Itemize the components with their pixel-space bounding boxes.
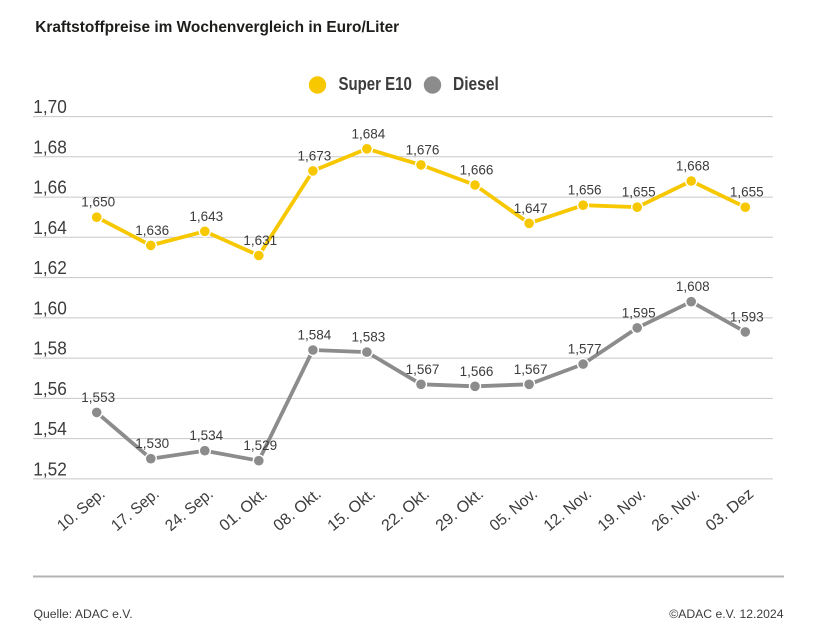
svg-text:1,583: 1,583 (352, 330, 386, 345)
svg-text:1,636: 1,636 (135, 223, 169, 238)
svg-text:1,631: 1,631 (243, 233, 277, 248)
svg-text:1,668: 1,668 (676, 159, 710, 174)
svg-text:1,676: 1,676 (406, 142, 440, 157)
svg-text:1,56: 1,56 (33, 378, 67, 399)
svg-text:1,54: 1,54 (33, 418, 67, 439)
svg-text:1,577: 1,577 (568, 342, 602, 357)
svg-text:1,684: 1,684 (352, 126, 386, 141)
svg-text:1,593: 1,593 (730, 309, 764, 324)
svg-text:1,567: 1,567 (406, 362, 440, 377)
svg-text:1,553: 1,553 (81, 390, 115, 405)
svg-text:1,666: 1,666 (460, 163, 494, 178)
svg-text:1,656: 1,656 (568, 183, 602, 198)
svg-text:Kraftstoffpreise im Wochenverg: Kraftstoffpreise im Wochenvergleich in E… (35, 19, 399, 36)
svg-text:1,566: 1,566 (460, 364, 494, 379)
svg-text:1,60: 1,60 (33, 298, 67, 319)
svg-text:1,650: 1,650 (81, 195, 115, 210)
svg-text:1,567: 1,567 (514, 362, 548, 377)
svg-text:Quelle: ADAC e.V.: Quelle: ADAC e.V. (34, 607, 133, 621)
svg-text:1,643: 1,643 (189, 209, 223, 224)
svg-text:1,655: 1,655 (622, 185, 656, 200)
svg-text:1,58: 1,58 (33, 338, 67, 359)
svg-text:1,647: 1,647 (514, 201, 548, 216)
svg-text:1,608: 1,608 (676, 279, 710, 294)
svg-text:1,64: 1,64 (33, 217, 67, 238)
svg-text:1,68: 1,68 (33, 136, 67, 157)
svg-text:1,584: 1,584 (298, 328, 332, 343)
svg-text:1,534: 1,534 (189, 428, 223, 443)
svg-text:©ADAC e.V. 12.2024: ©ADAC e.V. 12.2024 (669, 607, 783, 621)
svg-text:1,673: 1,673 (298, 148, 332, 163)
svg-text:1,70: 1,70 (33, 96, 67, 117)
svg-text:1,62: 1,62 (33, 257, 67, 278)
svg-text:1,529: 1,529 (243, 438, 277, 453)
svg-text:1,655: 1,655 (730, 185, 764, 200)
svg-text:Super E10: Super E10 (339, 74, 412, 94)
svg-text:Diesel: Diesel (453, 74, 499, 94)
svg-text:1,52: 1,52 (33, 459, 67, 480)
svg-text:1,530: 1,530 (135, 436, 169, 451)
svg-text:1,595: 1,595 (622, 305, 656, 320)
svg-text:1,66: 1,66 (33, 177, 67, 198)
